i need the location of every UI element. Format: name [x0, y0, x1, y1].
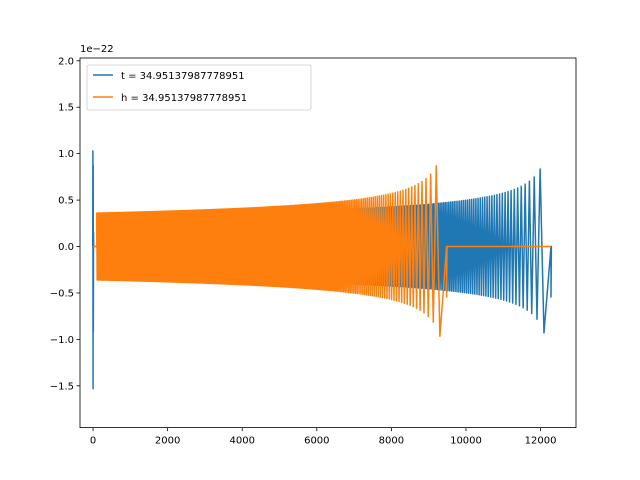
x-tick-label: 12000	[525, 436, 557, 447]
legend-label-t: t = 34.95137987778951	[121, 71, 245, 82]
x-tick-label: 8000	[379, 436, 404, 447]
y-tick-label: 2.0	[58, 56, 74, 67]
x-tick-label: 10000	[450, 436, 482, 447]
y-offset-label: 1e−22	[80, 44, 114, 55]
y-tick-label: −1.5	[50, 381, 74, 392]
legend-label-h: h = 34.95137987778951	[121, 93, 247, 104]
legend: t = 34.95137987778951 h = 34.95137987778…	[87, 65, 311, 110]
x-tick-label: 6000	[304, 436, 329, 447]
x-tick-label: 0	[90, 436, 96, 447]
y-tick-label: 1.5	[58, 103, 74, 114]
y-tick-label: 0.0	[58, 242, 74, 253]
y-tick-label: −1.0	[50, 335, 74, 346]
x-tick-label: 2000	[155, 436, 180, 447]
y-tick-label: 0.5	[58, 196, 74, 207]
y-tick-label: −0.5	[50, 288, 74, 299]
y-tick-label: 1.0	[58, 149, 74, 160]
x-tick-label: 4000	[229, 436, 254, 447]
